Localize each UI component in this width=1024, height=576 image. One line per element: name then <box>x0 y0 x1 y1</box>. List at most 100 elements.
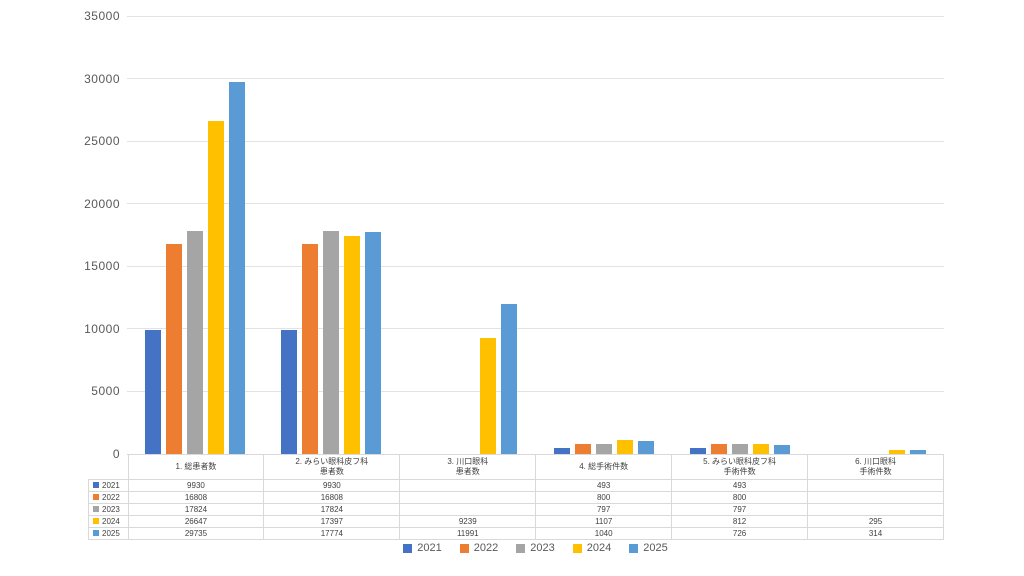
gridline <box>127 203 944 205</box>
table-value-cell <box>807 479 944 492</box>
table-value-cell: 16808 <box>263 491 401 504</box>
data-table-head: 1. 総患者数 2. みらい眼科皮フ科 患者数 3. 川口眼科 患者数 4. 総手術件… <box>89 454 944 480</box>
table-value-cell: 9930 <box>127 479 265 492</box>
bar-2025-cat5 <box>773 444 790 454</box>
legend-label: 2021 <box>417 542 442 554</box>
legend-item-2021: 2021 <box>403 542 442 554</box>
plot-area <box>127 15 944 455</box>
table-value-cell: 1040 <box>535 527 673 540</box>
legend-key-swatch <box>93 517 99 524</box>
bar-2023-cat5 <box>731 444 748 454</box>
table-value-cell: 9930 <box>263 479 401 492</box>
table-value-cell: 29735 <box>127 527 265 540</box>
table-row-header: 2022 <box>88 491 129 504</box>
bar-2025-cat1 <box>229 81 246 454</box>
table-value-cell: 797 <box>535 503 673 516</box>
legend-swatch <box>572 543 582 553</box>
table-value-cell: 16808 <box>127 491 265 504</box>
bar-2024-cat2 <box>344 236 361 454</box>
bar-2021-cat2 <box>281 329 298 454</box>
table-category-header: 4. 総手術件数 <box>535 454 673 480</box>
table-value-cell: 314 <box>807 527 944 540</box>
gridline <box>127 265 944 267</box>
table-value-cell: 726 <box>671 527 809 540</box>
bar-2024-cat5 <box>752 443 769 454</box>
table-row-header: 2024 <box>88 515 129 528</box>
bar-2021-cat1 <box>145 329 162 454</box>
bar-2022-cat1 <box>166 243 183 454</box>
legend-item-2024: 2024 <box>572 542 612 554</box>
bar-2025-cat3 <box>501 303 518 454</box>
y-axis-label: 15000 <box>84 259 120 274</box>
y-axis-label: 0 <box>112 447 120 461</box>
legend-key-swatch <box>93 493 99 500</box>
table-value-cell: 493 <box>671 479 809 492</box>
table-value-cell: 17824 <box>127 503 265 516</box>
legend-item-2022: 2022 <box>459 542 499 554</box>
table-value-cell: 17774 <box>263 527 401 540</box>
bar-2024-cat6 <box>888 450 905 454</box>
table-value-cell <box>807 491 944 504</box>
y-axis-label: 25000 <box>84 134 120 149</box>
data-table-body: 2021 9930 9930 493 493 2022 16808 16808 800 800 20… <box>88 479 944 540</box>
table-category-header: 3. 川口眼科 患者数 <box>399 454 537 480</box>
chart-legend: 2021 2022 2023 2024 2025 <box>127 540 944 556</box>
table-value-cell: 800 <box>671 491 809 504</box>
table-value-cell: 797 <box>671 503 809 516</box>
legend-label: 2025 <box>643 542 668 554</box>
legend-item-2025: 2025 <box>629 542 668 554</box>
table-value-cell: 1107 <box>535 515 673 528</box>
legend-swatch <box>403 543 413 553</box>
table-row: 2022 16808 16808 800 800 <box>88 491 944 504</box>
bar-2025-cat2 <box>365 231 382 454</box>
table-category-header: 5. みらい眼科皮フ科 手術件数 <box>671 454 809 480</box>
gridline <box>127 15 944 17</box>
table-value-cell <box>807 503 944 516</box>
table-value-cell: 26647 <box>127 515 265 528</box>
bar-2023-cat1 <box>187 230 204 454</box>
table-value-cell: 11991 <box>399 527 537 540</box>
bar-2023-cat2 <box>323 230 340 454</box>
table-value-cell: 295 <box>807 515 944 528</box>
bar-2021-cat5 <box>689 447 706 454</box>
table-row-header: 2023 <box>88 503 129 516</box>
bar-2025-cat4 <box>637 441 654 454</box>
bar-2022-cat5 <box>710 444 727 454</box>
legend-swatch <box>459 543 469 553</box>
legend-swatch <box>516 543 526 553</box>
legend-swatch <box>629 543 639 553</box>
table-value-cell: 493 <box>535 479 673 492</box>
legend-label: 2024 <box>586 542 612 554</box>
y-axis-label: 5000 <box>91 384 120 399</box>
legend-label: 2022 <box>473 542 499 554</box>
table-row: 2021 9930 9930 493 493 <box>88 479 944 492</box>
gridline <box>127 328 944 330</box>
table-corner-cell <box>89 455 129 480</box>
table-value-cell <box>399 503 537 516</box>
legend-key-swatch <box>93 529 99 536</box>
bar-2023-cat4 <box>595 444 612 454</box>
legend-key-swatch <box>93 481 99 488</box>
table-row-header: 2021 <box>88 479 129 492</box>
table-category-header: 2. みらい眼科皮フ科 患者数 <box>263 454 401 480</box>
table-value-cell: 812 <box>671 515 809 528</box>
gridline <box>127 390 944 392</box>
table-category-header: 6. 川口眼科 手術件数 <box>807 454 944 480</box>
y-axis-label: 30000 <box>84 71 120 86</box>
table-value-cell: 9239 <box>399 515 537 528</box>
table-row: 2024 26647 17397 9239 1107 812 295 <box>88 515 944 528</box>
bar-2024-cat4 <box>616 440 633 454</box>
table-value-cell <box>399 491 537 504</box>
table-value-cell: 17824 <box>263 503 401 516</box>
bar-2024-cat1 <box>208 120 225 454</box>
table-category-header: 1. 総患者数 <box>127 454 265 480</box>
table-value-cell: 17397 <box>263 515 401 528</box>
bar-2021-cat4 <box>553 447 570 454</box>
y-axis-label: 35000 <box>84 9 120 23</box>
table-value-cell <box>399 479 537 492</box>
legend-label: 2023 <box>530 542 555 554</box>
legend-key-swatch <box>93 505 99 512</box>
table-row: 2023 17824 17824 797 797 <box>88 503 944 516</box>
data-table: 1. 総患者数 2. みらい眼科皮フ科 患者数 3. 川口眼科 患者数 4. 総手術件… <box>88 454 944 540</box>
